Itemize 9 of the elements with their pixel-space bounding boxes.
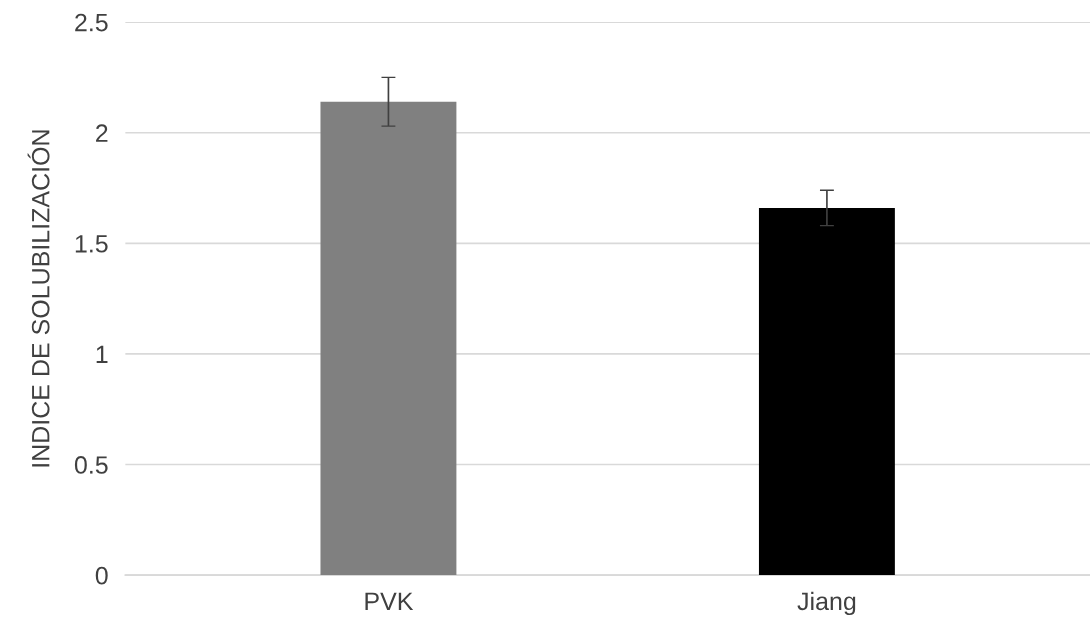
x-tick-label: PVK <box>365 592 414 610</box>
y-tick-label: 2 <box>96 124 108 142</box>
y-tick-label: 1.5 <box>75 235 108 253</box>
x-tick-label: Jiang <box>797 591 856 616</box>
y-tick-label: 2.5 <box>75 13 108 32</box>
y-tick-label: 0.5 <box>74 456 108 474</box>
y-tick-label: 1 <box>96 345 108 363</box>
y-tick-label: 0 <box>95 566 108 585</box>
y-axis-title: INDICE DE SOLUBILIZACIÓN <box>27 130 50 467</box>
